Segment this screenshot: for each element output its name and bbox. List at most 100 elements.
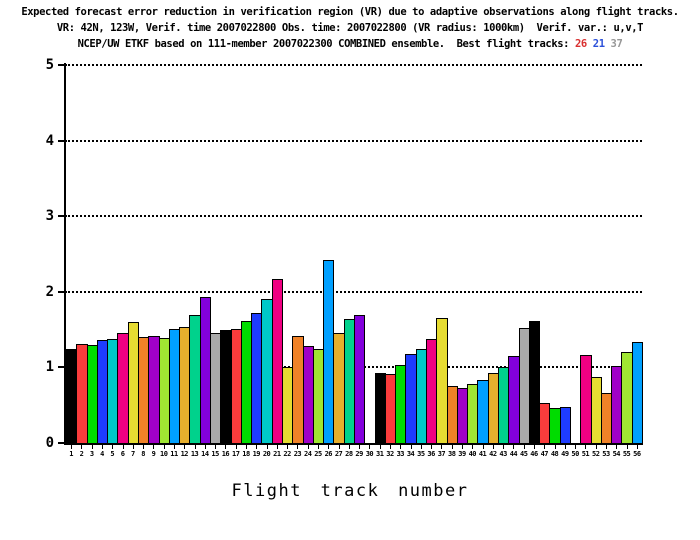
best-track-3: 37 [604,38,623,50]
x-axis-tick-9 [153,445,155,449]
x-axis-line [64,443,643,445]
x-axis-tick-label-4: 4 [100,450,104,458]
y-axis-tick-label-1: 1 [45,359,54,376]
x-axis-tick-label-1: 1 [69,450,73,458]
x-axis-tick-46 [534,445,535,449]
x-axis-tick-51 [585,445,587,449]
bar-track-37 [436,317,448,443]
x-axis-title: Flight track number [231,481,469,501]
x-axis-tick-label-48: 48 [550,450,559,458]
x-axis-tick-label-3: 3 [89,450,94,458]
x-axis-tick-5 [112,445,114,449]
x-axis-tick-50 [575,445,577,449]
x-axis-tick-19 [256,445,258,449]
x-axis-tick-label-7: 7 [130,450,135,458]
x-axis-tick-label-47: 47 [540,450,549,458]
x-axis-tick-53 [606,445,607,449]
x-axis-tick-45 [523,445,525,449]
x-axis-tick-label-54: 54 [612,450,621,458]
x-axis-tick-4 [102,445,103,449]
x-axis-tick-24 [307,445,309,449]
x-axis-tick-label-31: 31 [375,450,384,458]
x-axis-tick-label-41: 41 [478,450,487,458]
x-axis-tick-29 [359,445,361,449]
x-axis-tick-12 [184,445,186,449]
x-axis-tick-label-49: 49 [561,450,569,458]
x-axis-tick-label-11: 11 [170,450,178,458]
x-axis-tick-48 [554,445,556,449]
x-axis-tick-label-6: 6 [120,450,125,458]
x-axis-tick-33 [400,445,402,449]
y-axis-tick-label-0: 0 [45,435,54,451]
best-track-1: 26 [575,38,587,50]
x-axis-tick-label-19: 19 [252,450,261,458]
x-axis-tick-label-33: 33 [396,450,405,458]
x-axis-tick-34 [410,445,412,449]
x-axis-tick-16 [225,445,227,449]
gridline-y2 [65,290,642,293]
x-axis-tick-label-55: 55 [622,450,631,458]
x-axis-tick-label-44: 44 [509,450,518,458]
x-axis-tick-14 [204,445,206,449]
x-axis-tick-56 [636,445,638,449]
x-axis-tick-label-25: 25 [314,450,322,458]
x-axis-tick-label-8: 8 [141,450,145,458]
x-axis-tick-3 [91,445,93,449]
x-axis-tick-18 [246,445,247,449]
x-axis-tick-label-34: 34 [406,450,415,458]
x-axis-tick-label-15: 15 [211,450,219,458]
x-axis-tick-35 [420,445,422,449]
x-axis-tick-label-40: 40 [468,450,477,458]
x-axis-tick-41 [482,445,484,449]
x-axis-tick-label-37: 37 [437,450,446,458]
x-axis-tick-54 [616,445,618,449]
x-axis-tick-49 [564,445,566,449]
x-axis-tick-7 [132,445,134,449]
x-axis-tick-8 [143,445,145,449]
x-axis-tick-2 [81,445,83,449]
x-axis-tick-label-18: 18 [242,450,250,458]
x-axis-tick-label-38: 38 [447,450,456,458]
y-axis-tick-label-5: 5 [45,57,54,73]
x-axis-tick-42 [492,445,494,449]
x-axis-tick-47 [544,445,546,449]
x-axis-tick-label-28: 28 [345,450,353,458]
y-axis-line [64,63,66,445]
bar-track-46 [528,320,541,443]
x-axis-tick-label-22: 22 [283,450,291,458]
x-axis-tick-label-2: 2 [79,450,84,458]
gridline-y5 [65,64,642,66]
x-axis-tick-23 [297,445,299,449]
x-axis-tick-label-12: 12 [180,450,189,458]
x-axis-tick-label-45: 45 [519,450,528,458]
x-axis-tick-22 [287,445,289,449]
x-axis-tick-37 [441,445,443,449]
x-axis-tick-label-42: 42 [489,450,497,458]
x-axis-tick-38 [451,445,453,449]
x-axis-tick-label-52: 52 [591,450,600,458]
x-axis-tick-20 [266,445,268,449]
x-axis-tick-label-39: 39 [458,450,466,458]
x-axis-tick-25 [318,445,319,449]
y-axis-tick-3 [58,215,65,218]
gridline-y4 [65,139,642,142]
best-track-2: 21 [586,38,605,50]
x-axis-tick-39 [462,445,463,449]
x-axis-tick-40 [472,445,474,449]
x-axis-tick-label-32: 32 [386,450,394,458]
x-axis-tick-21 [276,445,278,449]
x-axis-tick-label-16: 16 [221,450,230,458]
x-axis-tick-label-13: 13 [190,450,199,458]
bar-track-56 [631,341,643,443]
x-axis-tick-43 [503,445,505,449]
x-axis-tick-label-27: 27 [334,450,343,458]
x-axis-tick-26 [328,445,330,449]
best-flight-tracks-list: 26 21 37 [575,38,623,50]
gridline-y3 [65,215,642,218]
x-axis-tick-label-50: 50 [571,450,579,458]
y-axis-tick-label-3: 3 [45,208,54,225]
x-axis-tick-44 [513,445,515,449]
x-axis-tick-label-9: 9 [151,450,156,458]
y-axis-tick-label-4: 4 [45,132,54,149]
